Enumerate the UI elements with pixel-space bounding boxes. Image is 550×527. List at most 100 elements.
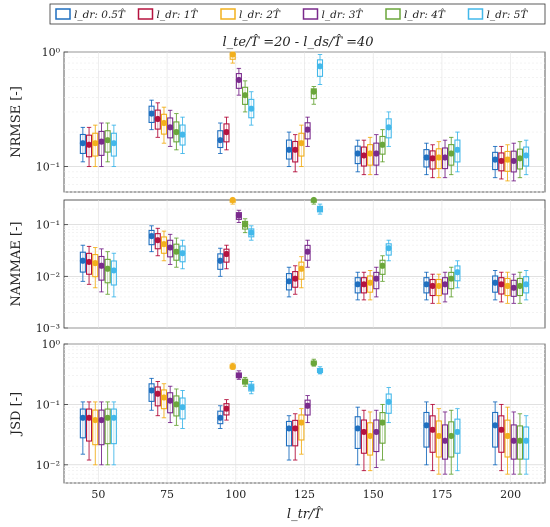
box-mark	[167, 109, 174, 147]
median-marker	[373, 275, 380, 282]
median-marker	[217, 257, 224, 264]
box	[292, 419, 299, 447]
box-mark	[148, 225, 155, 253]
median-marker	[448, 432, 455, 440]
median-marker	[354, 281, 361, 288]
box	[92, 409, 99, 446]
box-mark	[179, 116, 186, 154]
box-mark	[454, 408, 461, 472]
box-mark	[160, 230, 168, 262]
median-marker	[235, 372, 242, 379]
box-mark	[85, 126, 93, 168]
box-mark	[160, 383, 168, 419]
x-axis-label: l_tr/T̂	[287, 506, 323, 522]
median-marker	[241, 92, 249, 99]
median-marker	[441, 154, 449, 161]
box-mark	[92, 124, 99, 168]
median-marker	[160, 119, 168, 127]
box-mark	[217, 247, 224, 277]
median-marker	[304, 126, 311, 133]
box-mark	[492, 269, 499, 301]
median-marker	[154, 115, 161, 123]
box-mark	[223, 399, 230, 421]
box-mark	[523, 139, 530, 176]
box-mark	[423, 271, 430, 301]
chart-title: l_te/T̂ =20 - l_ds/T̂ =40	[222, 34, 373, 50]
box-mark	[385, 387, 392, 424]
box-mark	[292, 413, 299, 461]
box-mark	[298, 408, 305, 455]
median-marker	[316, 63, 324, 70]
median-marker	[304, 248, 311, 255]
legend-swatch	[55, 8, 71, 20]
median-marker	[423, 281, 430, 288]
box-mark	[504, 271, 511, 304]
median-marker	[316, 205, 324, 213]
box	[110, 408, 117, 445]
box-mark	[241, 376, 249, 387]
median-marker	[504, 282, 511, 290]
x-tick-label: 150	[363, 488, 384, 501]
median-marker	[298, 419, 305, 426]
box	[285, 420, 293, 447]
y-tick-label: 10⁻²	[36, 459, 60, 472]
median-marker	[304, 402, 311, 409]
median-marker	[104, 137, 111, 144]
box-mark	[217, 405, 224, 429]
median-marker	[523, 152, 530, 159]
box-mark	[354, 139, 361, 173]
box-mark	[435, 408, 442, 475]
median-marker	[110, 267, 117, 274]
box-mark	[498, 403, 505, 472]
median-marker	[354, 425, 361, 432]
box	[379, 412, 386, 444]
median-marker	[92, 416, 99, 424]
median-marker	[85, 258, 93, 266]
median-marker	[104, 265, 111, 272]
box-mark	[523, 269, 530, 301]
box	[298, 414, 305, 441]
median-marker	[523, 437, 530, 444]
median-marker	[98, 138, 105, 145]
median-marker	[367, 150, 374, 157]
box-mark	[292, 134, 299, 173]
median-marker	[98, 262, 105, 269]
median-marker	[385, 245, 392, 252]
legend-box	[49, 3, 546, 25]
box-mark	[492, 145, 499, 179]
box-mark	[435, 141, 442, 179]
median-marker	[160, 394, 168, 401]
box-mark	[285, 131, 293, 168]
box-mark	[379, 255, 386, 282]
median-marker	[285, 278, 293, 285]
box-mark	[154, 380, 161, 417]
median-marker	[85, 141, 93, 148]
median-marker	[285, 425, 293, 432]
box-mark	[298, 256, 305, 289]
box-mark	[367, 411, 374, 472]
median-marker	[379, 141, 386, 148]
median-marker	[148, 110, 155, 117]
x-tick-label: 200	[500, 488, 521, 501]
median-marker	[98, 416, 105, 424]
median-marker	[498, 157, 505, 165]
box-mark	[241, 80, 249, 113]
legend-label: l_dr: 0.5T̂	[74, 8, 126, 21]
median-marker	[441, 437, 449, 444]
box	[448, 421, 455, 458]
box-mark	[79, 244, 86, 282]
median-marker	[516, 437, 524, 444]
box-mark	[173, 388, 180, 426]
box-mark	[229, 196, 236, 205]
median-marker	[223, 405, 230, 412]
median-marker	[173, 128, 180, 136]
median-marker	[248, 105, 255, 112]
median-marker	[516, 282, 524, 290]
x-tick-label: 125	[294, 488, 315, 501]
box	[492, 411, 499, 448]
box-mark	[367, 269, 374, 301]
median-marker	[516, 155, 524, 162]
box-mark	[110, 401, 117, 466]
box-mark	[304, 395, 311, 424]
